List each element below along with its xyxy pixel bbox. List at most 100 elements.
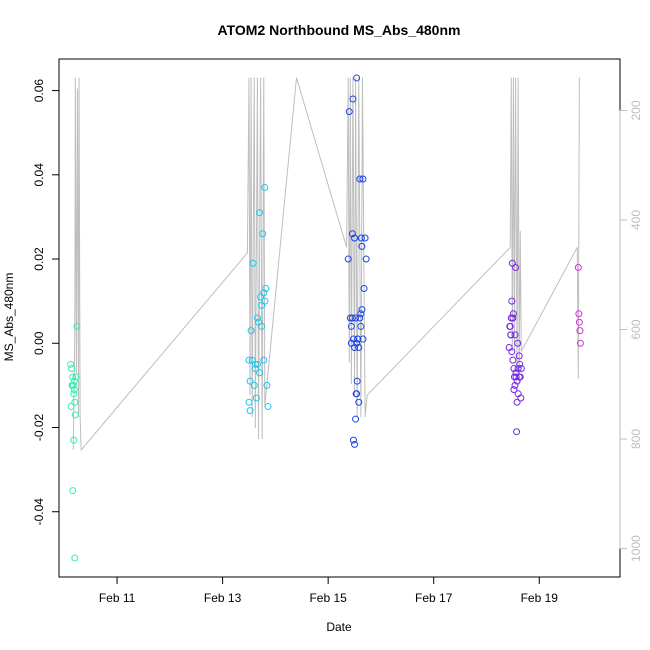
data-point-s1-26 [256,369,264,377]
data-point-s0-7 [70,377,78,385]
data-point-s0-13 [69,487,77,495]
data-point-s1-19 [245,398,253,406]
data-point-s3-30 [515,373,523,381]
x-tick-label: Feb 19 [521,591,559,605]
x-tick-label: Feb 17 [415,591,453,605]
data-point-s2-11 [353,377,361,385]
data-point-s0-10 [72,373,80,381]
data-point-s3-21 [506,322,514,330]
data-point-s4-0 [574,263,582,271]
data-point-s2-3 [347,322,355,330]
y-tick-label: -0.04 [32,498,46,526]
data-point-s4-4 [576,339,584,347]
data-point-s1-15 [261,183,269,191]
data-point-s1-13 [259,230,267,238]
data-point-s3-11 [512,263,520,271]
data-point-s3-26 [511,331,519,339]
data-point-s1-6 [251,365,259,373]
data-point-s2-33 [348,314,356,322]
data-point-s3-18 [516,360,524,368]
data-point-s1-14 [260,289,268,297]
data-point-s2-16 [357,234,365,242]
data-point-s2-24 [351,440,359,448]
data-point-s1-4 [249,259,257,267]
data-point-s2-2 [346,314,354,322]
data-point-s0-1 [68,365,76,373]
right-tick-label: 400 [629,210,643,230]
data-point-s3-24 [509,356,517,364]
data-point-s0-8 [71,398,79,406]
data-point-s1-20 [246,407,254,415]
data-point-s1-5 [250,381,258,389]
data-point-s1-12 [258,322,266,330]
data-point-s1-16 [262,285,270,293]
data-point-s2-15 [357,322,365,330]
data-point-s2-34 [351,343,359,351]
data-point-s2-25 [352,415,360,423]
data-point-s3-22 [507,331,515,339]
chart-title: ATOM2 Northbound MS_Abs_480nm [218,22,461,38]
data-point-s2-8 [352,314,360,322]
data-point-s3-23 [508,348,516,356]
data-point-s2-32 [359,335,367,343]
data-point-s0-4 [69,373,77,381]
data-point-s1-1 [246,377,254,385]
data-point-s1-18 [264,402,272,410]
data-point-s3-10 [511,381,519,389]
data-point-s0-14 [71,554,79,562]
data-point-s3-7 [509,310,517,318]
data-point-s0-6 [70,390,78,398]
data-point-s2-5 [349,95,357,103]
data-point-s3-16 [514,365,522,373]
data-point-s2-18 [359,175,367,183]
data-point-s2-35 [353,339,361,347]
data-point-s2-14 [356,175,364,183]
data-point-s1-24 [260,356,268,364]
data-point-s3-25 [510,386,518,394]
data-point-s3-28 [513,377,521,385]
data-point-s3-13 [513,428,521,436]
data-point-s3-8 [510,365,518,373]
y-tick-label: -0.02 [32,413,46,441]
data-point-s1-10 [256,209,264,217]
points-layer [67,74,584,562]
data-point-s2-7 [351,234,359,242]
data-point-s2-10 [353,74,361,82]
x-tick-label: Feb 13 [204,591,242,605]
x-axis-label: Date [326,620,352,634]
data-point-s2-29 [356,314,364,322]
data-point-s4-3 [576,327,584,335]
data-point-s3-31 [517,365,525,373]
data-point-s0-9 [71,411,79,419]
data-point-s1-0 [245,356,253,364]
x-tick-label: Feb 11 [99,591,136,605]
data-point-s2-23 [349,436,357,444]
y-axis-label: MS_Abs_480nm [2,273,16,362]
data-point-s0-16 [70,386,78,394]
data-point-s1-2 [247,327,255,335]
data-point-s3-29 [514,390,522,398]
data-point-s0-2 [67,402,75,410]
data-point-s1-21 [251,360,259,368]
data-point-s2-26 [353,390,361,398]
data-point-s2-4 [348,230,356,238]
data-point-s1-25 [261,297,269,305]
data-point-s3-17 [515,352,523,360]
data-point-s2-20 [361,234,369,242]
data-point-s0-15 [68,381,76,389]
data-point-s1-22 [253,314,261,322]
data-point-s2-1 [345,108,353,116]
data-point-s4-1 [575,310,583,318]
data-point-s2-17 [358,242,366,250]
y-tick-label: 0.06 [32,79,46,103]
data-point-s2-28 [355,343,363,351]
data-point-s3-4 [508,297,516,305]
data-point-s3-15 [514,339,522,347]
data-point-s2-27 [354,335,362,343]
axes-layer: Feb 11 Feb 13 Feb 15 Feb 17 Feb 19 -0.04 -0.02… [32,58,643,605]
right-tick-label: 800 [629,429,643,449]
data-point-s2-30 [357,310,365,318]
y-tick-label: 0.04 [32,163,46,187]
